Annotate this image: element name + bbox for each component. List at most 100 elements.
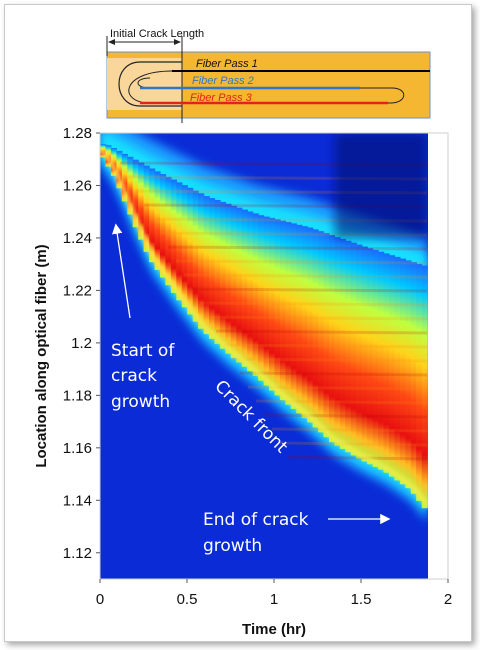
x-tick-label: 1.5 [351,591,372,608]
specimen-inset: Initial Crack Length Fiber Pass 1 Fiber … [106,28,431,123]
start-growth-label-1: Start of [111,341,175,361]
heatmap-column [110,148,117,176]
y-tick-label: 1.18 [63,387,92,404]
heatmap-column [127,156,134,215]
start-growth-label-2: crack [111,366,157,386]
start-growth-label-3: growth [111,392,170,412]
heatmap-column [285,222,292,405]
plot-empty-strip [428,133,448,579]
heatmap-column [209,198,216,339]
heatmap-column [279,220,286,401]
heatmap-column [230,205,237,359]
heatmap-streak [199,301,428,307]
x-tick-label: 2 [444,591,452,608]
heatmap-column [198,193,205,329]
heatmap-column [149,168,156,263]
heatmap-column [160,174,167,278]
heatmap-column [383,253,390,473]
heatmap-streak [231,357,428,363]
heatmap-column [258,215,265,381]
y-tick-label: 1.12 [63,545,92,562]
heatmap-column [410,262,417,494]
heatmap-streak [183,273,428,279]
heatmap-column [323,233,330,438]
heatmap-column [421,265,428,509]
heatmap-column [219,201,226,349]
heatmap-column [176,182,183,301]
y-tick-label: 1.14 [63,492,92,509]
heatmap-column [378,251,385,470]
heatmap-column [394,256,401,481]
x-axis-ticks: 0 0.5 1 1.5 2 [96,579,452,608]
end-growth-label-2: growth [203,536,262,556]
heatmap-column [329,235,336,443]
heatmap-column [296,224,303,414]
dimension-arrow-right [174,39,181,45]
heatmap-column [274,219,281,396]
heatmap-column [372,250,379,467]
heatmap-column [138,162,145,240]
heatmap-streak [239,371,428,377]
heatmap-column [312,229,319,428]
heatmap-column [116,150,123,189]
heatmap-streak [279,441,428,447]
x-tick-label: 0.5 [177,591,198,608]
x-axis-label: Time (hr) [242,621,306,638]
heatmap-streak [263,413,428,419]
heatmap-column [181,185,188,308]
y-axis-ticks: 1.12 1.14 1.16 1.18 1.2 1.22 1.24 1.26 1.28 [63,125,100,562]
heatmap-band [100,133,428,523]
x-tick-label: 0 [96,591,104,608]
heatmap-column [318,231,325,433]
fiber-pass-2-label: Fiber Pass 2 [192,75,254,87]
start-growth-arrow [112,223,131,319]
heatmap-column [405,260,412,489]
crack-length-label: Initial Crack Length [110,28,204,40]
heatmap-column [356,244,363,459]
fiber-loop [128,70,430,104]
heatmap-column [416,263,423,501]
heatmap-column [192,190,199,322]
heatmap-column [334,237,341,446]
heatmap-column [307,227,314,423]
fiber-pass-3-label: Fiber Pass 3 [190,92,253,104]
y-axis-label: Location along optical fiber (m) [33,244,50,467]
heatmap-streak [191,287,428,293]
dimension-arrow-left [108,39,115,45]
heatmap-column [154,171,161,270]
heatmap-streak [215,329,428,335]
heatmap-streak [175,259,428,265]
y-tick-label: 1.16 [63,440,92,457]
y-tick-label: 1.2 [71,335,92,352]
crack-front-edge [100,149,428,507]
fiber-pass-1-label: Fiber Pass 1 [196,58,258,70]
heatmap-column [170,179,177,293]
heatmap-column [361,246,368,462]
y-tick-label: 1.26 [63,177,92,194]
heatmap-column [236,207,243,363]
heatmap-column [143,165,150,252]
notch-outline [118,61,182,107]
heatmap-column [214,200,221,344]
heatmap-column [301,226,308,418]
heatmap-column [263,216,270,386]
heatmap-column [225,203,232,354]
heatmap-column [269,217,276,391]
heatmap-column [252,213,259,376]
heatmap-streak [255,399,428,405]
heatmap-column [389,255,396,477]
x-tick-label: 1 [270,591,278,608]
y-tick-label: 1.22 [63,282,92,299]
heatmap-column [345,240,352,453]
heatmap-column [367,248,374,465]
heatmap-streak [207,315,428,321]
heatmap-column [187,187,194,315]
heatmap-column [121,153,128,202]
heatmap-dark-corner [334,133,428,238]
end-growth-label-1: End of crack [203,510,309,530]
heatmap-streak [247,385,428,391]
heatmap-plot [100,133,428,579]
heatmap-column [339,238,346,449]
heatmap-column [350,242,357,456]
